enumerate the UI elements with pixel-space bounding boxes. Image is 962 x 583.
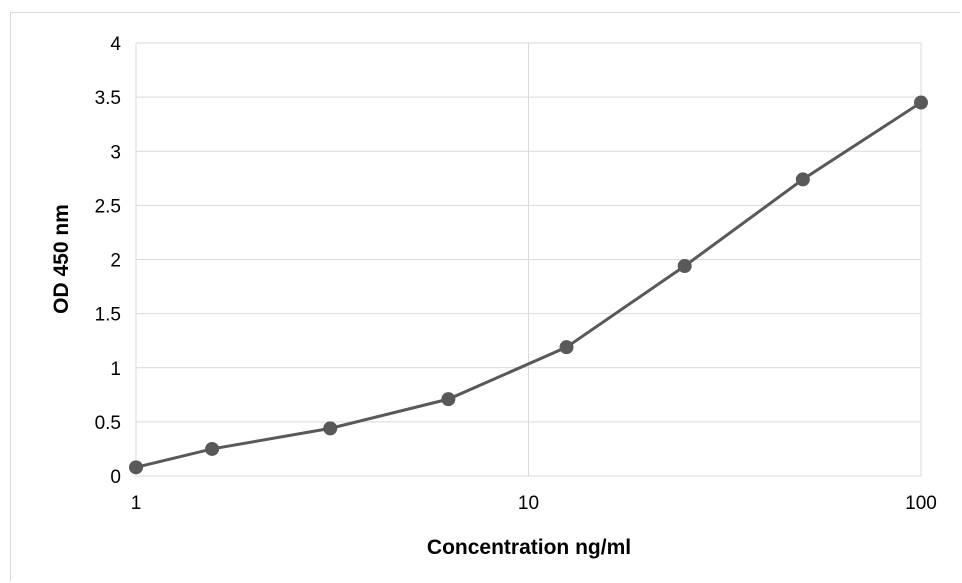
- data-point: [205, 441, 220, 456]
- y-tick-label: 3: [110, 142, 121, 163]
- series-line: [135, 101, 922, 469]
- y-tick-label: 2.5: [95, 196, 121, 217]
- x-axis-title: Concentration ng/ml: [427, 536, 631, 559]
- gridlines: [135, 42, 922, 477]
- data-point: [441, 392, 456, 407]
- x-tick-label: 100: [905, 493, 937, 514]
- data-series: [129, 95, 928, 475]
- data-point: [559, 340, 574, 355]
- data-point: [795, 172, 810, 187]
- y-axis-title: OD 450 nm: [50, 204, 73, 314]
- x-axis-tick-labels: 1 10 100: [131, 493, 937, 514]
- x-tick-label: 10: [518, 493, 539, 514]
- data-point: [677, 258, 692, 273]
- x-tick-label: 1: [131, 493, 142, 514]
- y-tick-label: 4: [110, 34, 121, 55]
- y-tick-label: 0: [110, 467, 121, 488]
- y-tick-label: 3.5: [95, 88, 121, 109]
- y-tick-label: 2: [110, 251, 121, 272]
- data-point: [129, 460, 143, 475]
- data-point: [914, 95, 928, 110]
- y-tick-label: 1.5: [95, 305, 121, 326]
- y-axis-tick-labels: 0 0.5 1 1.5 2 2.5 3 3.5 4: [95, 34, 122, 488]
- data-point: [323, 421, 338, 436]
- y-tick-label: 1: [110, 359, 121, 380]
- y-tick-label: 0.5: [95, 413, 121, 434]
- chart-frame: [10, 12, 960, 581]
